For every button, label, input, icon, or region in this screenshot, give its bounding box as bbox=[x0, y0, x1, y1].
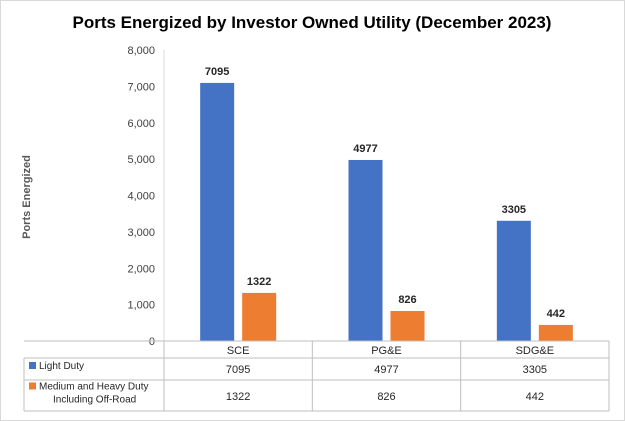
data-labels: 7095 1322 4977 826 3305 442 bbox=[205, 66, 565, 320]
chart-title: Ports Energized by Investor Owned Utilit… bbox=[73, 13, 552, 32]
y-tick-label-1000: 1,000 bbox=[127, 300, 155, 312]
y-tick-label-0: 0 bbox=[149, 336, 155, 348]
table-value-light-duty-sce: 7095 bbox=[226, 364, 250, 376]
legend-key-light-duty bbox=[29, 362, 36, 369]
data-label-medium-and-heavy-duty-including-off-road-sdg-e: 442 bbox=[547, 308, 565, 320]
legend-label-light-duty: Light Duty bbox=[39, 361, 84, 372]
table-value-medium-and-heavy-duty-including-off-road-pg-e: 826 bbox=[377, 391, 395, 403]
data-label-light-duty-pg-e: 4977 bbox=[353, 143, 377, 155]
bar-medium-and-heavy-duty-including-off-road-sce bbox=[242, 292, 277, 341]
axes: 0 1,000 2,000 3,000 4,000 5,000 6,000 7,000 8,00… bbox=[127, 45, 165, 348]
category-label-sce: SCE bbox=[227, 345, 250, 357]
table-value-light-duty-sdg-e: 3305 bbox=[523, 364, 547, 376]
data-table: SCE PG&E SDG&E Light Duty 7095 4977 3305 Medium… bbox=[23, 340, 610, 412]
category-label-pg-e: PG&E bbox=[371, 345, 402, 357]
table-value-medium-and-heavy-duty-including-off-road-sdg-e: 442 bbox=[526, 391, 544, 403]
y-axis-title: Ports Energized bbox=[21, 155, 33, 239]
y-tick-label-5000: 5,000 bbox=[127, 154, 155, 166]
bar-light-duty-pg-e bbox=[348, 159, 383, 341]
data-label-light-duty-sce: 7095 bbox=[205, 66, 229, 78]
y-tick-label-4000: 4,000 bbox=[127, 191, 155, 203]
data-label-light-duty-sdg-e: 3305 bbox=[502, 204, 526, 216]
y-tick-label-7000: 7,000 bbox=[127, 81, 155, 93]
bar-medium-and-heavy-duty-including-off-road-sdg-e bbox=[538, 324, 573, 341]
bar-light-duty-sdg-e bbox=[496, 220, 531, 341]
legend-label-medium-and-heavy-duty-including-off-road-line-1: Including Off-Road bbox=[53, 395, 136, 406]
legend-key-medium-and-heavy-duty-including-off-road bbox=[29, 382, 36, 390]
bar-light-duty-sce bbox=[200, 82, 235, 341]
bars bbox=[200, 82, 573, 341]
bar-medium-and-heavy-duty-including-off-road-pg-e bbox=[390, 310, 425, 341]
legend-label-medium-and-heavy-duty-including-off-road-line-0: Medium and Heavy Duty bbox=[39, 382, 149, 393]
table-value-medium-and-heavy-duty-including-off-road-sce: 1322 bbox=[226, 391, 250, 403]
data-label-medium-and-heavy-duty-including-off-road-pg-e: 826 bbox=[398, 294, 416, 306]
y-tick-label-2000: 2,000 bbox=[127, 263, 155, 275]
category-label-sdg-e: SDG&E bbox=[516, 345, 555, 357]
table-value-light-duty-pg-e: 4977 bbox=[374, 364, 398, 376]
data-label-medium-and-heavy-duty-including-off-road-sce: 1322 bbox=[247, 276, 271, 288]
y-tick-label-8000: 8,000 bbox=[127, 45, 155, 57]
y-tick-label-6000: 6,000 bbox=[127, 118, 155, 130]
y-tick-label-3000: 3,000 bbox=[127, 227, 155, 239]
